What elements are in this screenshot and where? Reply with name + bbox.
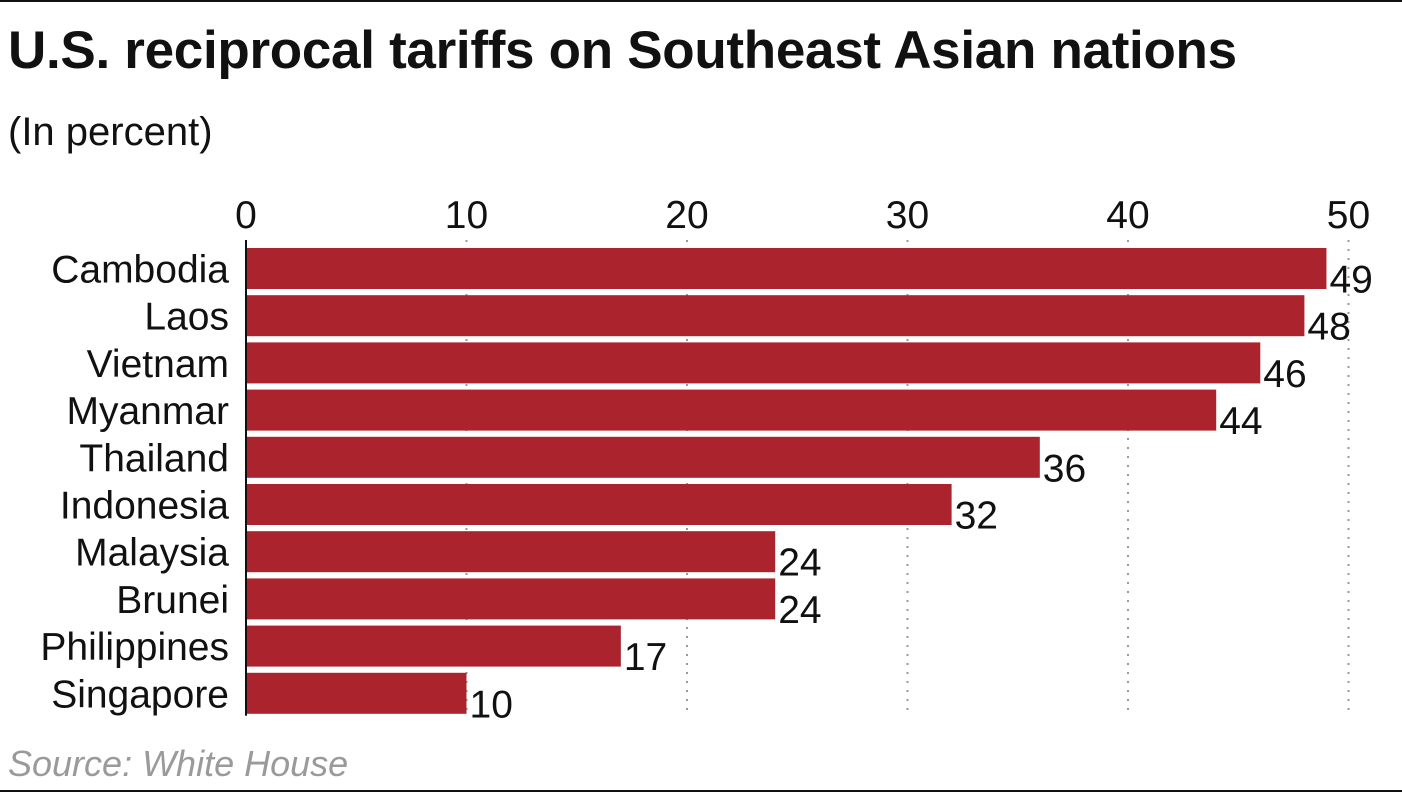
value-label-indonesia: 32 xyxy=(955,495,998,538)
value-label-cambodia: 49 xyxy=(1329,259,1372,302)
category-label-malaysia: Malaysia xyxy=(75,532,229,575)
value-label-brunei: 24 xyxy=(778,589,821,632)
bar-philippines xyxy=(246,625,621,667)
x-axis-ticks: 0 10 20 30 40 50 xyxy=(235,194,1370,237)
category-label-brunei: Brunei xyxy=(116,579,229,622)
x-tick-label-30: 30 xyxy=(886,194,929,237)
bar-singapore xyxy=(246,672,467,714)
source-note: Source: White House xyxy=(8,743,349,784)
category-label-cambodia: Cambodia xyxy=(51,249,229,292)
category-label-singapore: Singapore xyxy=(51,673,229,716)
category-label-thailand: Thailand xyxy=(79,437,229,480)
value-label-philippines: 17 xyxy=(624,636,667,679)
category-label-vietnam: Vietnam xyxy=(87,343,229,386)
bottom-rule xyxy=(0,790,1402,792)
value-label-myanmar: 44 xyxy=(1219,400,1262,443)
x-tick-label-0: 0 xyxy=(235,194,257,237)
bar-malaysia xyxy=(246,531,776,573)
bars xyxy=(246,248,1327,714)
category-label-indonesia: Indonesia xyxy=(60,485,229,528)
bar-cambodia xyxy=(246,248,1327,289)
x-tick-label-40: 40 xyxy=(1106,194,1149,237)
bar-brunei xyxy=(246,578,776,620)
chart-title: U.S. reciprocal tariffs on Southeast Asi… xyxy=(8,21,1237,80)
bar-vietnam xyxy=(246,342,1261,384)
bar-thailand xyxy=(246,436,1040,478)
bar-myanmar xyxy=(246,389,1217,431)
x-tick-label-20: 20 xyxy=(665,194,708,237)
x-tick-label-50: 50 xyxy=(1327,194,1370,237)
chart-subtitle: (In percent) xyxy=(8,110,213,154)
x-tick-label-10: 10 xyxy=(445,194,488,237)
value-label-vietnam: 46 xyxy=(1263,353,1306,396)
category-label-philippines: Philippines xyxy=(40,626,229,669)
top-rule xyxy=(0,0,1402,2)
value-label-malaysia: 24 xyxy=(778,542,821,585)
value-label-singapore: 10 xyxy=(470,683,513,726)
bar-indonesia xyxy=(246,484,952,525)
value-label-laos: 48 xyxy=(1307,306,1350,349)
value-label-thailand: 36 xyxy=(1043,447,1086,490)
bar-laos xyxy=(246,295,1305,337)
category-label-laos: Laos xyxy=(144,296,229,339)
category-label-myanmar: Myanmar xyxy=(66,390,229,433)
